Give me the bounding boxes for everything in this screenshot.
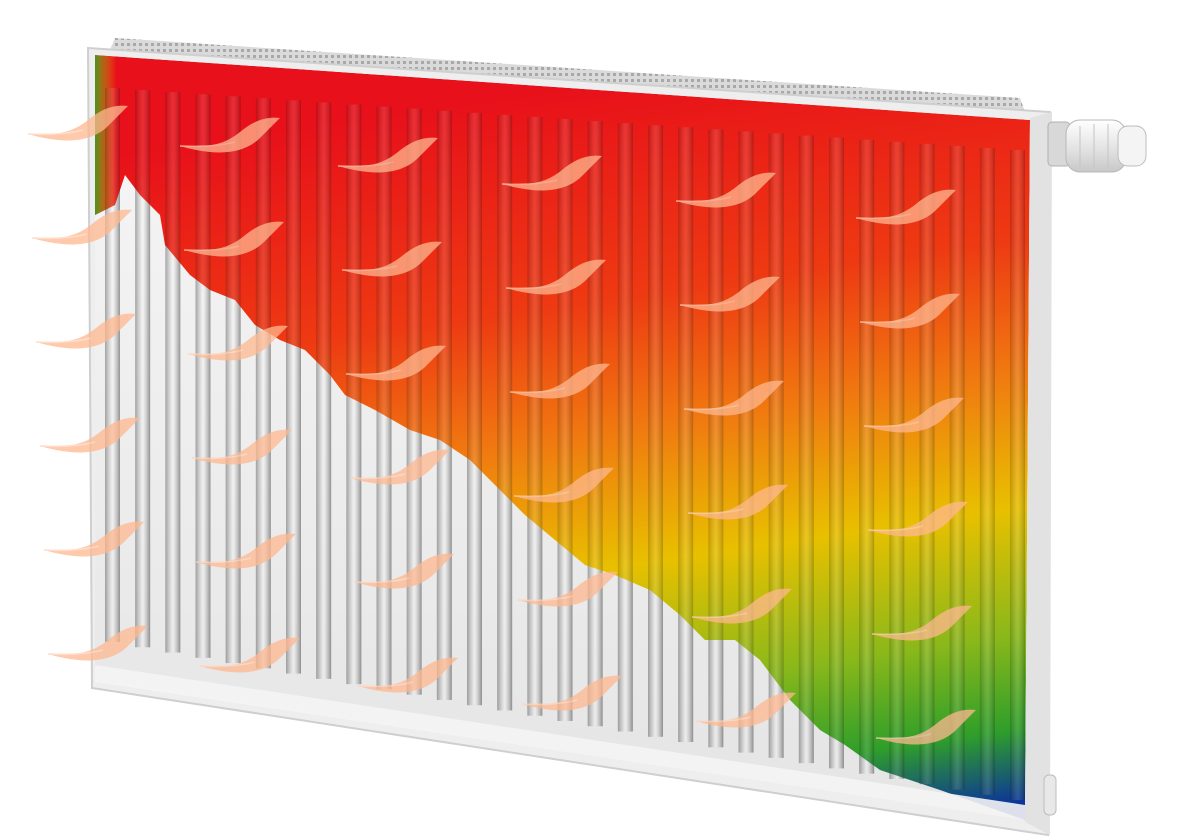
- bottom-rail: [95, 665, 1025, 820]
- thermal-fin: [105, 88, 120, 642]
- heat-wave-icon: [687, 484, 788, 520]
- thermal-fin: [949, 145, 965, 790]
- heat-wave-icon: [501, 155, 602, 191]
- thermal-fin: [708, 129, 724, 748]
- heat-wave-icon: [349, 449, 450, 485]
- thermal-fin: [648, 125, 663, 737]
- heat-wave-icon: [691, 588, 792, 624]
- thermal-fin: [527, 116, 543, 716]
- heat-wave-icon: [183, 221, 284, 257]
- heat-wave-icon: [39, 417, 140, 453]
- thermal-fin: [135, 90, 151, 648]
- thermal-region: [95, 55, 1030, 820]
- thermal-fin: [346, 104, 362, 685]
- heat-wave-icon: [855, 189, 956, 225]
- thermal-fin: [376, 106, 392, 690]
- thermal-fin: [1010, 150, 1025, 800]
- heat-wave-icon: [191, 429, 292, 465]
- heat-wave-icon: [509, 363, 610, 399]
- heat-wave-icon: [43, 521, 144, 557]
- heat-wave-icon: [867, 501, 968, 537]
- heat-wave-icon: [695, 692, 796, 728]
- heat-wave-icon: [513, 467, 614, 503]
- heat-waves: [27, 105, 976, 745]
- thermal-fin: [768, 133, 784, 758]
- thermal-fin: [979, 147, 995, 795]
- heat-wave-icon: [337, 137, 438, 173]
- thermal-fin: [919, 143, 935, 785]
- heat-wave-icon: [199, 637, 300, 673]
- heat-wave-icon: [521, 675, 622, 711]
- heat-wave-icon: [875, 709, 976, 745]
- heat-wave-icon: [187, 325, 288, 361]
- thermal-fin: [255, 98, 271, 669]
- heat-wave-icon: [505, 259, 606, 295]
- thermal-fin: [798, 135, 814, 764]
- thermal-fin: [316, 102, 332, 679]
- heat-wave-icon: [179, 117, 280, 153]
- heat-wave-icon: [47, 625, 148, 661]
- thermal-fin: [436, 110, 452, 700]
- thermal-fin: [859, 139, 875, 774]
- side-panel: [1025, 112, 1052, 835]
- top-grille: [110, 38, 1025, 112]
- thermal-fin: [225, 96, 241, 664]
- heat-wave-icon: [195, 533, 296, 569]
- heat-wave-icon: [31, 209, 132, 245]
- heat-wave-icon: [683, 380, 784, 416]
- thermal-fin: [889, 141, 905, 779]
- heat-wave-icon: [871, 605, 972, 641]
- thermal-fin: [406, 108, 422, 695]
- thermal-fin: [557, 119, 573, 721]
- thermal-fin: [617, 123, 633, 732]
- thermal-fin: [738, 131, 754, 753]
- heat-wave-icon: [517, 571, 618, 607]
- thermal-fin: [467, 112, 482, 706]
- heat-wave-icon: [35, 313, 136, 349]
- thermal-fin: [195, 94, 211, 658]
- thermostat-valve-icon: [1047, 119, 1147, 173]
- heat-wave-icon: [357, 657, 458, 693]
- thermal-fin: [829, 137, 844, 769]
- thermal-fin: [587, 121, 603, 727]
- heat-wave-icon: [353, 553, 454, 589]
- thermal-fin: [165, 92, 181, 653]
- heat-wave-icon: [341, 241, 442, 277]
- heat-wave-icon: [859, 293, 960, 329]
- thermal-fin: [678, 127, 694, 743]
- thermal-fin: [286, 100, 301, 674]
- drain-plug: [1043, 774, 1057, 816]
- thermal-fin: [497, 114, 513, 711]
- heat-wave-icon: [675, 172, 776, 208]
- heat-wave-icon: [863, 397, 964, 433]
- heat-wave-icon: [679, 276, 780, 312]
- heat-wave-icon: [345, 345, 446, 381]
- heat-wave-icon: [27, 105, 128, 141]
